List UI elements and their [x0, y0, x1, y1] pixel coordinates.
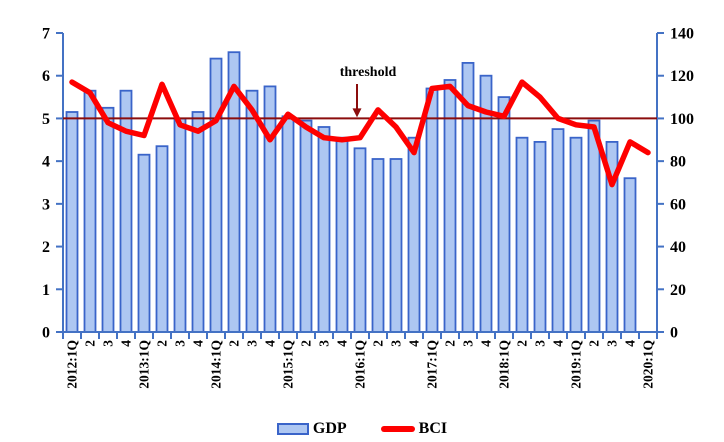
- gdp-bar: [587, 119, 601, 333]
- x-axis-label: 2020:1Q: [641, 340, 656, 389]
- x-axis-labels: 2012:1Q 2 3 4 2013:1Q 2 3 4 2014:1Q 2 3 4 2015:1Q 2 3 4…: [65, 340, 656, 389]
- legend-item-gdp: GDP: [276, 420, 347, 438]
- threshold-annotation: threshold: [340, 65, 397, 118]
- down-arrow-head-icon: [352, 108, 362, 118]
- bci-line: [69, 79, 651, 188]
- gdp-bar: [353, 147, 367, 333]
- right-axis-label: 40: [670, 239, 686, 256]
- x-axis-label: 2: [155, 340, 170, 347]
- x-axis-label: 4: [335, 340, 350, 347]
- left-axis-label: 7: [42, 26, 50, 43]
- x-axis-label: 2018:1Q: [497, 340, 512, 389]
- x-axis-label: 3: [605, 340, 620, 347]
- right-axis-label: 100: [670, 111, 694, 128]
- x-axis-label: 2: [83, 340, 98, 347]
- legend-label-bci: BCI: [418, 420, 448, 437]
- gdp-bar: [155, 145, 169, 333]
- gdp-bar: [407, 136, 421, 333]
- gdp-bar: [533, 140, 547, 333]
- x-axis-label: 4: [119, 340, 134, 347]
- x-axis-label: 3: [389, 340, 404, 347]
- x-axis-label: 2: [515, 340, 530, 347]
- right-axis-label: 140: [670, 26, 694, 43]
- gdp-bar: [137, 153, 151, 333]
- x-axis-label: 4: [623, 340, 638, 347]
- x-axis-label: 2016:1Q: [353, 340, 368, 389]
- x-axis-label: 2012:1Q: [65, 340, 80, 389]
- x-axis-label: 3: [173, 340, 188, 347]
- gdp-bar: [173, 117, 187, 333]
- x-axis-label: 2019:1Q: [569, 340, 584, 389]
- right-axis-label: 80: [670, 154, 686, 171]
- x-axis-label: 3: [461, 340, 476, 347]
- left-axis-label: 3: [42, 196, 50, 213]
- gdp-bar: [101, 106, 115, 334]
- right-axis-label: 20: [670, 282, 686, 299]
- gdp-bar: [371, 158, 385, 333]
- left-axis-labels: 0 1 2 3 4 5 6 7: [42, 26, 50, 342]
- x-axis-label: 4: [263, 340, 278, 347]
- gdp-bar: [569, 136, 583, 333]
- left-axis-label: 1: [42, 282, 50, 299]
- gdp-bar: [299, 119, 313, 333]
- gdp-bar: [191, 111, 205, 333]
- x-axis-label: 2: [299, 340, 314, 347]
- gdp-bar: [425, 87, 439, 333]
- right-axis-labels: 0 20 40 60 80 100 120 140: [670, 26, 694, 342]
- x-axis-label: 2: [371, 340, 386, 347]
- axes: [56, 32, 664, 339]
- left-axis-label: 2: [42, 239, 50, 256]
- left-axis-label: 4: [42, 154, 50, 171]
- gdp-bar: [551, 128, 565, 333]
- gdp-bar: [623, 177, 637, 333]
- x-axis-label: 4: [407, 340, 422, 347]
- gdp-bar: [389, 158, 403, 333]
- x-axis-label: 4: [191, 340, 206, 347]
- gdp-bar: [317, 126, 331, 333]
- gdp-bar: [245, 89, 259, 333]
- x-axis-label: 2: [587, 340, 602, 347]
- gdp-bar: [281, 115, 295, 333]
- bci-line-swatch-icon: [380, 426, 415, 432]
- gdp-bars: [65, 51, 637, 334]
- gdp-bar: [263, 85, 277, 333]
- right-axis-label: 120: [670, 68, 694, 85]
- gdp-bar: [83, 89, 97, 333]
- x-axis-label: 4: [479, 340, 494, 347]
- x-axis-label: 4: [551, 340, 566, 347]
- x-axis-label: 2014:1Q: [209, 340, 224, 389]
- right-axis-label: 0: [670, 325, 678, 342]
- legend-label-gdp: GDP: [312, 420, 347, 437]
- x-axis-label: 2013:1Q: [137, 340, 152, 389]
- left-axis-label: 0: [42, 325, 50, 342]
- gdp-bar: [497, 96, 511, 333]
- x-axis-label: 2: [227, 340, 242, 347]
- left-axis-label: 6: [42, 68, 50, 85]
- x-axis-label: 2015:1Q: [281, 340, 296, 389]
- chart-legend: GDP BCI: [0, 420, 724, 438]
- gdp-bar: [65, 111, 79, 333]
- gdp-bar-swatch-icon: [276, 423, 309, 435]
- left-axis-label: 5: [42, 111, 50, 128]
- x-axis-label: 2017:1Q: [425, 340, 440, 389]
- right-axis-label: 60: [670, 196, 686, 213]
- gdp-bar: [335, 136, 349, 333]
- x-axis-label: 3: [533, 340, 548, 347]
- x-axis-label: 3: [317, 340, 332, 347]
- x-axis-label: 2: [443, 340, 458, 347]
- x-axis-label: 3: [245, 340, 260, 347]
- gdp-bar: [515, 136, 529, 333]
- x-axis-label: 3: [101, 340, 116, 347]
- legend-item-bci: BCI: [380, 420, 448, 438]
- threshold-annotation-label: threshold: [340, 65, 397, 80]
- gdp-bar: [209, 57, 223, 333]
